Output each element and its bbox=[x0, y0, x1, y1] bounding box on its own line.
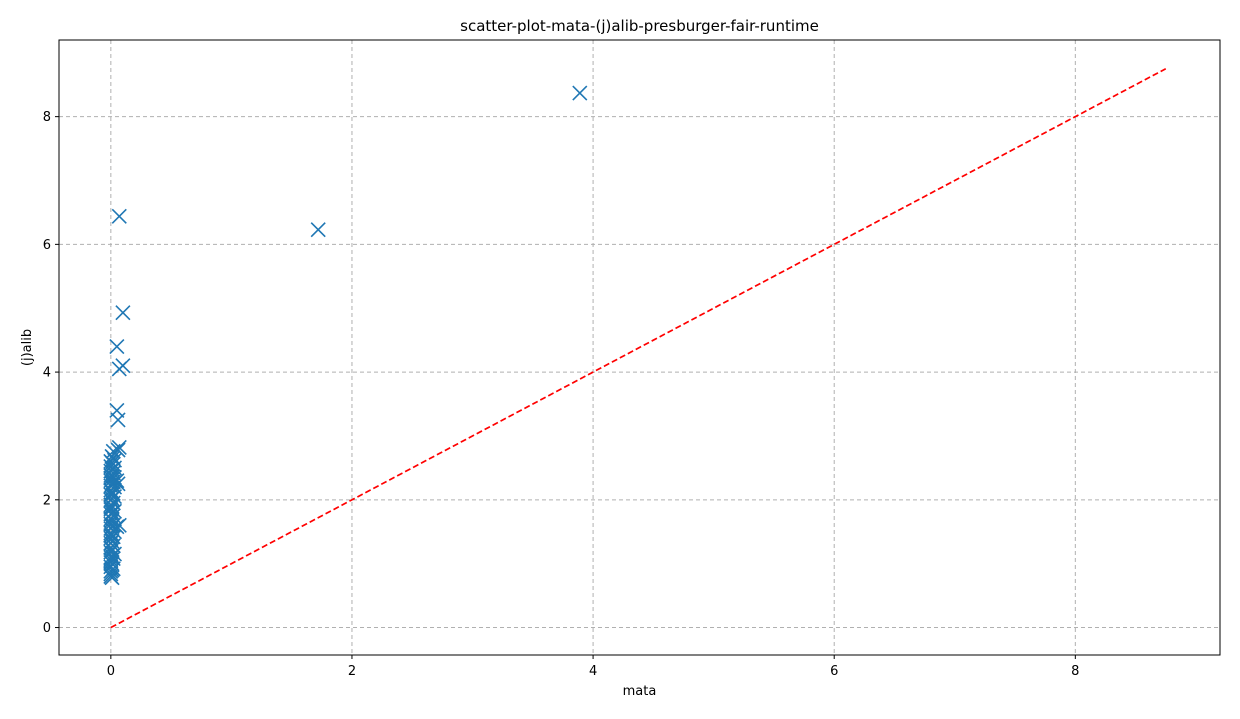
y-axis-label: (j)alib bbox=[20, 329, 35, 366]
x-tick-label: 2 bbox=[348, 664, 356, 679]
x-axis-ticks: 0 2 4 6 8 bbox=[107, 655, 1079, 679]
data-point bbox=[105, 551, 121, 567]
y-tick-label: 8 bbox=[43, 110, 51, 125]
x-tick-label: 6 bbox=[830, 664, 838, 679]
x-axis-label: mata bbox=[623, 684, 657, 699]
y-axis-ticks: 0 2 4 6 8 bbox=[43, 110, 59, 636]
data-point bbox=[115, 358, 131, 374]
y-tick-label: 6 bbox=[43, 238, 51, 253]
x-tick-label: 0 bbox=[107, 664, 115, 679]
plot-frame bbox=[58, 39, 1221, 656]
diagonal-reference-line bbox=[110, 67, 1167, 629]
data-point bbox=[106, 452, 123, 468]
data-point bbox=[106, 460, 123, 476]
data-point bbox=[106, 503, 123, 519]
data-point bbox=[105, 529, 121, 545]
x-tick-label: 4 bbox=[589, 664, 597, 679]
data-point bbox=[572, 85, 588, 101]
data-points bbox=[103, 85, 588, 586]
data-point bbox=[115, 305, 131, 321]
data-point bbox=[104, 556, 120, 572]
diagonal-line bbox=[110, 67, 1167, 629]
data-point bbox=[109, 338, 125, 355]
data-point bbox=[105, 508, 121, 524]
data-point bbox=[310, 222, 326, 238]
data-point bbox=[104, 533, 120, 549]
data-point bbox=[104, 469, 120, 485]
data-point bbox=[106, 524, 123, 540]
x-tick-label: 8 bbox=[1071, 664, 1079, 679]
data-point bbox=[110, 412, 126, 428]
y-tick-label: 2 bbox=[43, 493, 51, 508]
data-point bbox=[106, 546, 123, 562]
data-point bbox=[105, 485, 121, 501]
y-tick-label: 4 bbox=[43, 366, 51, 381]
data-point bbox=[105, 456, 121, 472]
data-point bbox=[111, 208, 127, 224]
chart-title: scatter-plot-mata-(j)alib-presburger-fai… bbox=[460, 17, 819, 35]
y-tick-label: 0 bbox=[43, 621, 51, 636]
